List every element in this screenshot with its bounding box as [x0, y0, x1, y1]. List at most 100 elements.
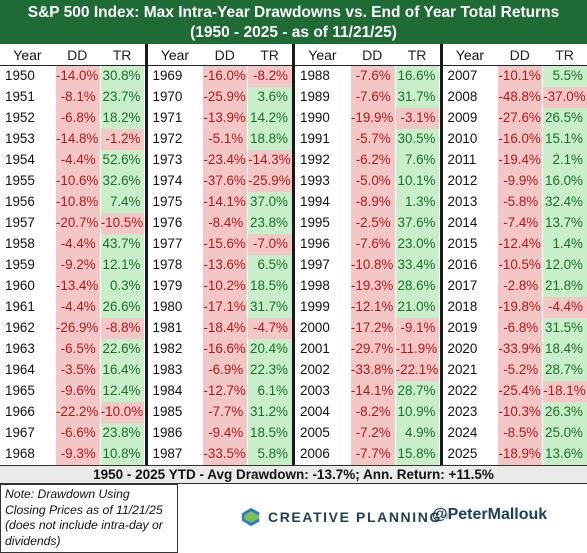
drawdown-cell: -7.2% [349, 423, 395, 444]
year-cell: 1987 [152, 446, 183, 461]
total-return-cell: -10.5% [99, 213, 145, 234]
year-cell: 1968 [5, 446, 35, 461]
table-row: 1985 -7.7% 31.2% [148, 402, 293, 423]
year-cell: 1986 [152, 425, 183, 440]
data-grid: Year DD TR 1950 -14.0% 30.8% 1951 -8.1% 23.7%… [0, 44, 587, 465]
drawdown-cell: -13.4% [54, 276, 100, 297]
total-return-cell: 18.4% [542, 339, 587, 360]
total-return-cell: 12.4% [99, 381, 145, 402]
year-cell: 2025 [447, 446, 478, 461]
total-return-cell: 25.0% [542, 423, 587, 444]
table-row: 1951 -8.1% 23.7% [0, 87, 145, 108]
drawdown-cell: -29.7% [349, 339, 395, 360]
year-cell: 1982 [152, 341, 183, 356]
total-return-cell: 12.0% [542, 255, 587, 276]
year-cell: 1971 [152, 110, 183, 125]
table-row: 2005 -7.2% 4.9% [295, 423, 440, 444]
total-return-cell: 10.8% [99, 444, 145, 465]
drawdown-cell: -8.2% [349, 402, 395, 423]
total-return-cell: 33.4% [394, 255, 440, 276]
year-cell: 2006 [300, 446, 330, 461]
table-row: 1999 -12.1% 21.0% [295, 297, 440, 318]
column-group-3: Year DD TR 1988 -7.6% 16.6% 1989 -7.6% 31.7% 1… [295, 44, 443, 465]
column-header: Year DD TR [442, 44, 587, 66]
drawdown-cell: -13.9% [202, 108, 248, 129]
table-row: 2001 -29.7% -11.9% [295, 339, 440, 360]
table-row: 1967 -6.6% 23.8% [0, 423, 145, 444]
drawdown-cell: -19.4% [497, 150, 543, 171]
table-row: 1991 -5.7% 30.5% [295, 129, 440, 150]
drawdown-cell: -9.9% [497, 171, 543, 192]
year-cell: 1990 [300, 110, 330, 125]
year-cell: 1983 [152, 362, 183, 377]
year-cell: 1969 [152, 68, 183, 83]
total-return-cell: 13.7% [542, 213, 587, 234]
trademark-mark: ® [442, 513, 449, 521]
table-row: 1957 -20.7% -10.5% [0, 213, 145, 234]
table-row: 1965 -9.6% 12.4% [0, 381, 145, 402]
total-return-cell: 30.8% [99, 66, 145, 87]
table-row: 2003 -14.1% 28.7% [295, 381, 440, 402]
header-year: Year [455, 47, 485, 63]
table-row: 2020 -33.9% 18.4% [443, 339, 587, 360]
table-row: 1989 -7.6% 31.7% [295, 87, 440, 108]
drawdown-cell: -6.8% [54, 108, 100, 129]
drawdown-cell: -3.5% [54, 360, 100, 381]
total-return-cell: -8.8% [99, 318, 145, 339]
drawdown-cell: -6.5% [54, 339, 100, 360]
title-line-2: (1950 - 2025 - as of 11/21/25) [190, 24, 397, 41]
total-return-cell: 43.7% [99, 234, 145, 255]
drawdown-cell: -33.9% [497, 339, 543, 360]
table-row: 1983 -6.9% 22.3% [148, 360, 293, 381]
table-row: 1976 -8.4% 23.8% [148, 213, 293, 234]
table-row: 1952 -6.8% 18.2% [0, 108, 145, 129]
table-row: 1950 -14.0% 30.8% [0, 66, 145, 87]
year-cell: 1950 [5, 68, 35, 83]
drawdown-cell: -10.1% [497, 66, 543, 87]
year-cell: 1974 [152, 173, 183, 188]
total-return-cell: 4.9% [394, 423, 440, 444]
rows-container: 1988 -7.6% 16.6% 1989 -7.6% 31.7% 1990 -19.9% -3… [295, 66, 440, 465]
total-return-cell: 22.3% [247, 360, 292, 381]
total-return-cell: 15.8% [394, 444, 440, 465]
year-cell: 2016 [447, 257, 478, 272]
total-return-cell: -10.0% [99, 402, 145, 423]
total-return-cell: -8.2% [247, 66, 292, 87]
drawdown-cell: -27.6% [497, 108, 543, 129]
drawdown-cell: -10.3% [497, 402, 543, 423]
drawdown-cell: -33.8% [349, 360, 395, 381]
drawdown-cell: -5.7% [349, 129, 395, 150]
title-line-1: S&P 500 Index: Max Intra-Year Drawdowns … [27, 4, 560, 21]
column-header: Year DD TR [0, 44, 145, 66]
total-return-cell: -25.9% [247, 171, 292, 192]
drawdown-cell: -14.8% [54, 129, 100, 150]
drawdown-cell: -10.6% [54, 171, 100, 192]
table-row: 2021 -5.2% 28.7% [443, 360, 587, 381]
year-cell: 1984 [152, 383, 183, 398]
year-cell: 2024 [447, 425, 478, 440]
total-return-cell: 16.0% [542, 171, 587, 192]
total-return-cell: 26.5% [542, 108, 587, 129]
year-cell: 1991 [300, 131, 330, 146]
drawdown-cell: -19.9% [349, 108, 395, 129]
year-cell: 1996 [300, 236, 330, 251]
total-return-cell: 10.1% [394, 171, 440, 192]
table-row: 2016 -10.5% 12.0% [443, 255, 587, 276]
drawdown-cell: -17.1% [202, 297, 248, 318]
table-row: 1953 -14.8% -1.2% [0, 129, 145, 150]
drawdown-cell: -5.0% [349, 171, 395, 192]
social-handle: @PeterMallouk [432, 506, 548, 523]
total-return-cell: -4.7% [247, 318, 292, 339]
year-cell: 2002 [300, 362, 330, 377]
table-row: 1994 -8.9% 1.3% [295, 192, 440, 213]
total-return-cell: 30.5% [394, 129, 440, 150]
header-year: Year [308, 47, 337, 63]
table-row: 1966 -22.2% -10.0% [0, 402, 145, 423]
year-cell: 2023 [447, 404, 478, 419]
year-cell: 2013 [447, 194, 478, 209]
total-return-cell: -7.0% [247, 234, 292, 255]
table-row: 1964 -3.5% 16.4% [0, 360, 145, 381]
table-row: 1998 -19.3% 28.6% [295, 276, 440, 297]
creative-planning-logo-icon [241, 507, 260, 527]
